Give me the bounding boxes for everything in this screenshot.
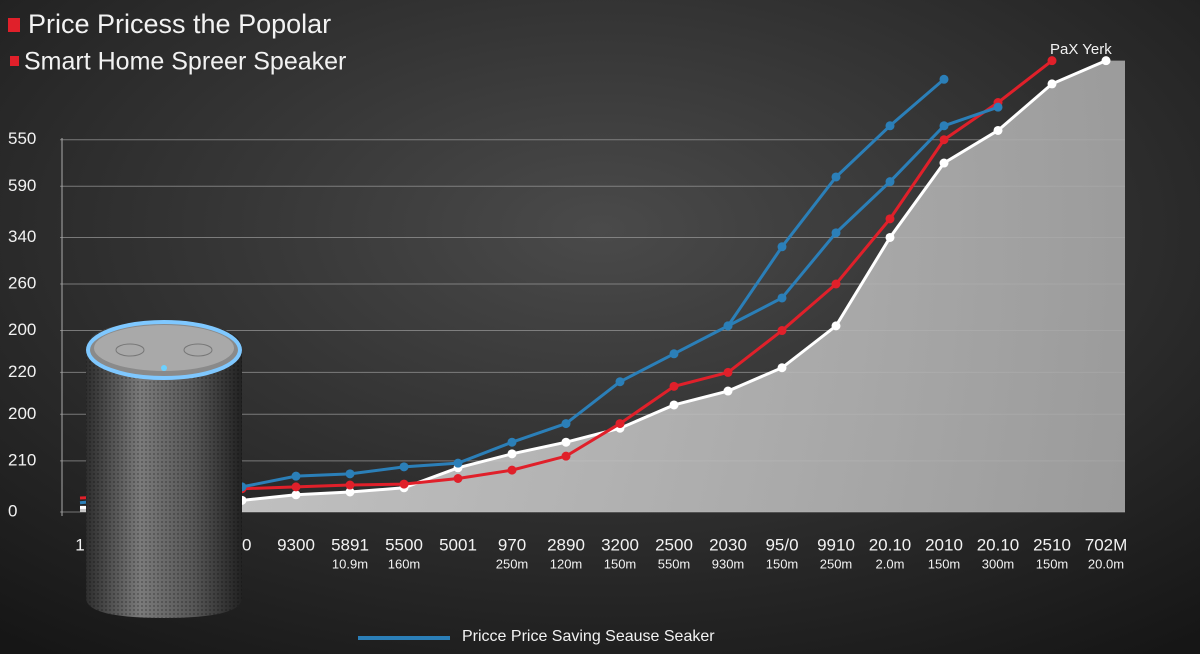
- data-point: [615, 419, 625, 429]
- subtitle-bullet: [10, 56, 19, 66]
- data-point: [291, 471, 301, 481]
- x-sublabel: 2.0m: [876, 556, 905, 571]
- data-point: [939, 158, 949, 168]
- data-point: [939, 74, 949, 84]
- x-tick-label: 95/0: [765, 535, 798, 554]
- x-sublabel: 300m: [982, 556, 1015, 571]
- data-point: [723, 321, 733, 331]
- speaker-illustration: [86, 320, 242, 618]
- x-sublabel: 250m: [820, 556, 853, 571]
- data-point: [885, 214, 895, 224]
- y-tick-label: 550: [8, 129, 36, 148]
- x-tick-label: 20.10: [977, 535, 1020, 554]
- data-point: [1047, 79, 1057, 89]
- x-tick-label: 5500: [385, 535, 423, 554]
- data-point: [939, 121, 949, 131]
- data-point: [561, 437, 571, 447]
- data-point: [993, 125, 1003, 135]
- x-tick-label: 970: [498, 535, 526, 554]
- data-point: [345, 469, 355, 479]
- x-tick-label: 2890: [547, 535, 585, 554]
- y-tick-label: 590: [8, 176, 36, 195]
- data-point: [939, 135, 949, 145]
- area: [80, 60, 1125, 512]
- data-point: [669, 400, 679, 410]
- x-tick-label: 2500: [655, 535, 693, 554]
- chart-subtitle: Smart Home Spreer Speaker: [24, 48, 346, 76]
- y-tick-label: 260: [8, 273, 36, 292]
- data-point: [1047, 56, 1057, 66]
- x-sublabel: 150m: [766, 556, 799, 571]
- x-sublabel: 150m: [1036, 556, 1069, 571]
- data-point: [723, 386, 733, 396]
- data-point: [777, 363, 787, 373]
- data-point: [777, 242, 787, 252]
- x-tick-label: 9910: [817, 535, 855, 554]
- data-point: [453, 473, 463, 483]
- data-point: [291, 482, 301, 492]
- x-tick-label: 1: [75, 535, 84, 554]
- x-tick-label: 2030: [709, 535, 747, 554]
- legend-label: Pricce Price Saving Seause Seaker: [462, 628, 715, 645]
- x-sublabel: 10.9m: [332, 556, 368, 571]
- y-tick-label: 220: [8, 362, 36, 381]
- x-sublabel: 930m: [712, 556, 745, 571]
- data-point: [507, 465, 517, 475]
- data-point: [507, 437, 517, 447]
- x-sublabel: 160m: [388, 556, 421, 571]
- data-point: [831, 228, 841, 238]
- y-tick-label: 210: [8, 450, 36, 469]
- data-point: [453, 458, 463, 468]
- data-point: [507, 449, 517, 459]
- data-point: [777, 293, 787, 303]
- x-tick-label: 20.10: [869, 535, 912, 554]
- data-point: [885, 177, 895, 187]
- x-sublabel: 20.0m: [1088, 556, 1124, 571]
- data-point: [561, 451, 571, 461]
- data-point: [345, 487, 355, 497]
- y-tick-label: 340: [8, 227, 36, 246]
- y-tick-label: 200: [8, 320, 36, 339]
- y-tick-label: 200: [8, 404, 36, 423]
- data-point: [831, 321, 841, 331]
- data-point: [1101, 56, 1111, 66]
- x-sublabel: 120m: [550, 556, 583, 571]
- x-tick-label: 702M: [1085, 535, 1128, 554]
- data-point: [831, 279, 841, 289]
- x-tick-label: 9300: [277, 535, 315, 554]
- data-point: [399, 479, 409, 489]
- x-tick-label: 2010: [925, 535, 963, 554]
- data-point: [345, 480, 355, 490]
- x-tick-label: 5001: [439, 535, 477, 554]
- chart-title: Price Pricess the Popolar: [28, 9, 331, 39]
- data-point: [561, 419, 571, 429]
- y-tick-label: 0: [8, 501, 17, 520]
- annotation: PaX Yerk: [1050, 41, 1112, 58]
- data-point: [885, 121, 895, 131]
- series-line: [80, 59, 1107, 509]
- data-point: [669, 381, 679, 391]
- x-tick-label: 5891: [331, 535, 369, 554]
- x-tick-label: 2510: [1033, 535, 1071, 554]
- data-point: [723, 367, 733, 377]
- title-bullet: [8, 18, 20, 32]
- data-point: [885, 232, 895, 242]
- x-sublabel: 150m: [604, 556, 637, 571]
- data-point: [831, 172, 841, 182]
- data-point: [777, 326, 787, 336]
- x-tick-label: 3200: [601, 535, 639, 554]
- data-point: [399, 462, 409, 472]
- data-point: [669, 349, 679, 359]
- data-point: [291, 490, 301, 500]
- x-sublabel: 150m: [928, 556, 961, 571]
- x-sublabel: 550m: [658, 556, 691, 571]
- x-sublabel: 250m: [496, 556, 529, 571]
- data-point: [993, 102, 1003, 112]
- data-point: [615, 377, 625, 387]
